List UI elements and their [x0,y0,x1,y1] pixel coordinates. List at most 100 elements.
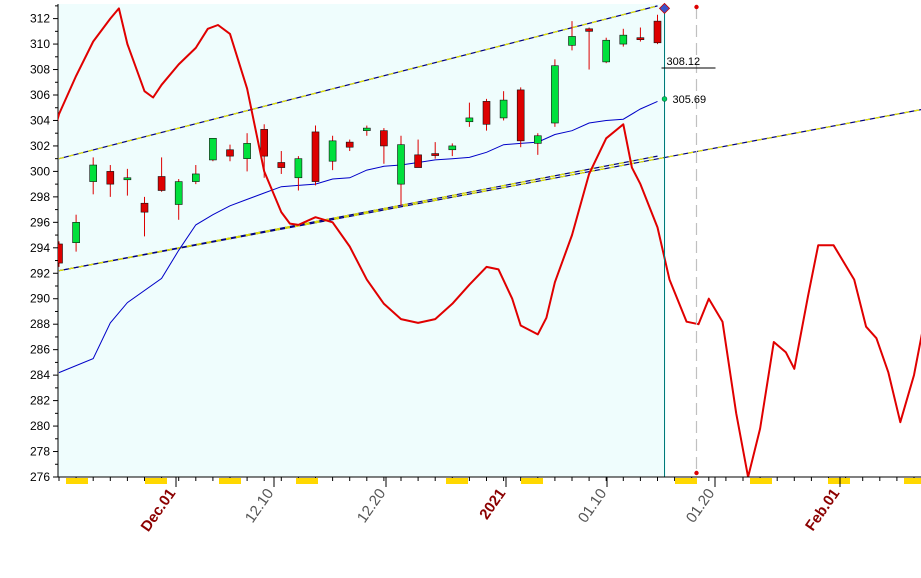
x-tick-label: Feb.01 [802,486,843,535]
candle-up [328,135,337,171]
candle-body [174,181,183,205]
candle-body [380,130,388,147]
x-tick-label: 01.10 [575,486,610,527]
week-marker [296,478,318,484]
candle-down [380,128,388,164]
ma-value-label: 305.69 [673,94,707,106]
y-tick-label: 278 [30,445,50,459]
candle-body [345,141,354,148]
plot-background [58,4,666,477]
candle-body [209,137,217,161]
candle-body [465,117,474,123]
candle-down [345,139,354,152]
candle-body [243,143,251,159]
candle-down [653,14,662,45]
candle-up [89,157,97,195]
candle-body [619,34,628,45]
projection-top-dot [694,4,699,10]
candle-up [192,165,200,185]
y-tick-label: 286 [30,343,50,357]
candle-body [123,177,132,181]
candle-body [602,39,611,63]
candle-up [294,156,303,191]
x-axis: Dec.01 12.10 12.20 2021 01.10 01.20 Feb.01 [58,476,921,535]
candle-body [157,176,166,191]
candle-up [243,133,251,172]
week-marker [219,478,241,484]
x-tick-label: 01.20 [683,486,718,527]
week-marker [145,478,167,484]
y-tick-label: 282 [30,394,50,408]
candle-up [72,214,80,252]
candle-body [192,173,200,182]
y-tick-label: 312 [30,12,50,26]
candle-up [397,135,405,206]
candle-up [568,21,576,51]
candle-body [328,140,337,162]
moving-average-line [58,100,658,374]
candle-down [585,27,593,70]
candle-body [226,149,234,157]
candle-down [482,98,491,131]
candle-up [174,179,183,220]
channel-middle-dash [58,109,921,272]
candle-down [157,157,166,192]
candle-body [516,89,525,142]
candle-body [260,129,269,157]
candle-down [414,139,422,168]
y-tick-label: 306 [30,88,50,102]
x-tick-label: Dec.01 [138,486,180,535]
week-marker [675,478,697,484]
candle-down [106,165,115,197]
candle-body [653,20,662,44]
y-tick-label: 310 [30,37,50,51]
overlay: 308.12 305.69 [658,2,716,477]
candles [58,14,662,267]
candle-up [465,102,474,127]
candle-body [140,202,149,213]
candle-body [311,131,320,182]
y-tick-label: 308 [30,63,50,77]
last-price-marker [658,2,671,14]
candle-down [516,87,525,148]
week-marker [828,478,850,484]
moving-average [58,100,658,374]
week-marker [66,478,88,484]
projection-bottom-dot [694,470,699,476]
candle-down [431,142,440,159]
candle-up [619,28,628,47]
candle-body [448,145,457,151]
candle-body [585,28,593,32]
candle-down [277,151,286,174]
candle-body [431,153,440,156]
y-tick-label: 304 [30,113,50,127]
candle-body [414,154,422,168]
candle-up [499,91,508,121]
y-tick-label: 284 [30,368,50,382]
candle-body [499,99,508,119]
y-tick-label: 300 [30,164,50,178]
candle-body [551,65,559,124]
y-tick-label: 288 [30,317,50,331]
candle-down [58,241,63,267]
candle-up [551,59,559,127]
oscillator [58,7,921,477]
week-marker [904,478,921,484]
candle-body [72,222,80,244]
candle-body [277,162,286,168]
x-tick-label: 12.10 [242,486,277,527]
y-tick-label: 302 [30,139,50,153]
candle-down [226,144,234,162]
candle-down [140,196,149,237]
x-tick-label: 12.20 [354,486,389,527]
y-tick-label: 296 [30,215,50,229]
week-marker [750,478,772,484]
candle-body [106,171,115,185]
candle-body [58,243,63,264]
week-marker [446,478,468,484]
trend-channel [58,5,921,272]
ma-value-dot [661,96,668,102]
candle-down [311,125,320,186]
candle-body [294,158,303,179]
candle-up [123,168,132,196]
